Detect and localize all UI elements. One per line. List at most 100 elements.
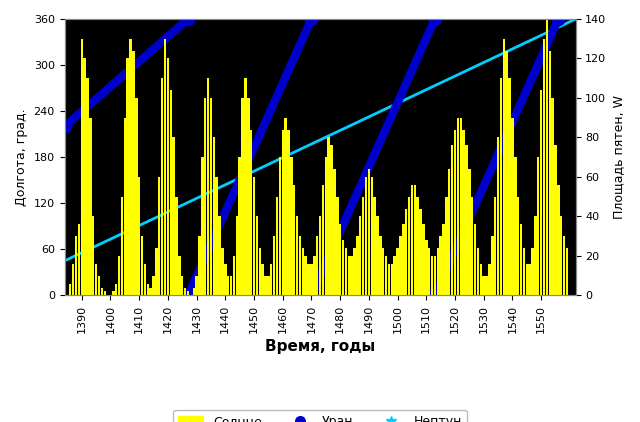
Bar [287, 130, 290, 295]
Bar [284, 118, 287, 295]
Bar [514, 157, 516, 295]
Bar [405, 208, 408, 295]
Bar [181, 276, 184, 295]
Bar [396, 248, 399, 295]
Bar [543, 39, 545, 295]
Bar [273, 236, 275, 295]
Bar [124, 118, 126, 295]
Bar [431, 256, 433, 295]
Bar [342, 240, 344, 295]
Bar [460, 118, 462, 295]
Bar [494, 197, 497, 295]
Bar [339, 225, 341, 295]
Bar [210, 98, 212, 295]
Bar [230, 276, 232, 295]
Bar [278, 157, 281, 295]
Bar [164, 39, 166, 295]
Bar [276, 197, 278, 295]
Bar [212, 138, 215, 295]
Bar [351, 256, 353, 295]
Bar [86, 78, 89, 295]
Bar [127, 59, 129, 295]
Bar [115, 284, 117, 295]
Bar [158, 177, 161, 295]
Bar [267, 276, 269, 295]
Bar [488, 264, 491, 295]
Bar [566, 248, 568, 295]
Bar [255, 216, 258, 295]
Bar [244, 78, 246, 295]
Bar [201, 157, 204, 295]
Bar [534, 216, 536, 295]
Bar [548, 51, 551, 295]
Bar [135, 98, 138, 295]
Bar [345, 248, 347, 295]
Bar [166, 59, 169, 295]
Bar [175, 197, 178, 295]
Bar [563, 236, 565, 295]
Bar [445, 197, 447, 295]
Bar [207, 78, 209, 295]
Bar [301, 248, 304, 295]
Bar [436, 248, 439, 295]
Bar [227, 276, 229, 295]
Bar [313, 256, 316, 295]
Bar [376, 216, 379, 295]
Bar [448, 169, 451, 295]
Bar [72, 264, 74, 295]
Bar [382, 248, 385, 295]
Bar [330, 145, 333, 295]
Bar [319, 216, 321, 295]
Bar [147, 284, 149, 295]
Bar [184, 287, 186, 295]
Bar [241, 98, 244, 295]
Bar [390, 264, 393, 295]
Bar [531, 248, 534, 295]
Bar [239, 157, 241, 295]
Bar [399, 236, 402, 295]
Bar [322, 185, 324, 295]
Bar [112, 292, 115, 295]
Bar [216, 177, 218, 295]
Legend: Солнце, Уран, Нептун: Солнце, Уран, Нептун [173, 410, 467, 422]
Bar [517, 197, 520, 295]
Bar [290, 157, 292, 295]
Bar [428, 248, 430, 295]
Bar [144, 264, 146, 295]
Bar [422, 225, 425, 295]
Bar [100, 287, 103, 295]
Y-axis label: Площадь пятен, W: Площадь пятен, W [612, 95, 625, 219]
Bar [170, 90, 172, 295]
Bar [155, 248, 157, 295]
Bar [270, 264, 273, 295]
Bar [305, 256, 307, 295]
Bar [161, 78, 163, 295]
Bar [362, 197, 364, 295]
Bar [187, 292, 189, 295]
Bar [557, 185, 559, 295]
Bar [89, 118, 92, 295]
Bar [451, 145, 453, 295]
Bar [310, 264, 313, 295]
Bar [204, 98, 207, 295]
Bar [454, 130, 456, 295]
Bar [316, 236, 319, 295]
Bar [485, 276, 488, 295]
Bar [69, 284, 72, 295]
Bar [132, 51, 134, 295]
Bar [425, 240, 428, 295]
Bar [373, 197, 376, 295]
Bar [293, 185, 296, 295]
Bar [195, 276, 198, 295]
Bar [348, 256, 350, 295]
Bar [402, 225, 404, 295]
Bar [419, 208, 422, 295]
Bar [233, 256, 235, 295]
Bar [491, 236, 493, 295]
Bar [261, 264, 264, 295]
Bar [138, 177, 140, 295]
Bar [379, 236, 381, 295]
Bar [468, 169, 470, 295]
Bar [250, 130, 252, 295]
Bar [560, 216, 563, 295]
